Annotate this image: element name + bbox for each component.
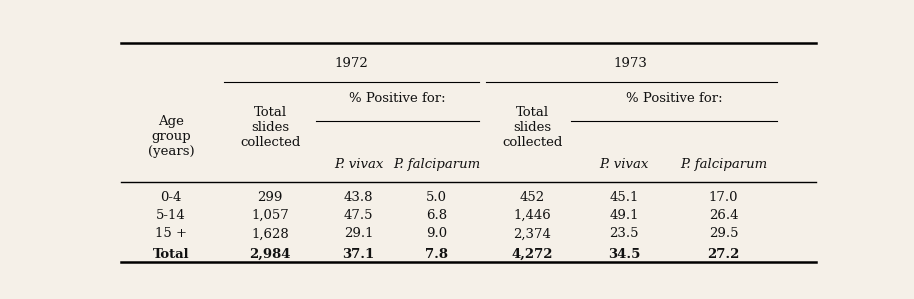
Text: 6.8: 6.8 bbox=[426, 209, 447, 222]
Text: 5-14: 5-14 bbox=[156, 209, 186, 222]
Text: 1,628: 1,628 bbox=[251, 227, 289, 240]
Text: 4,272: 4,272 bbox=[512, 248, 553, 261]
Text: Total: Total bbox=[153, 248, 189, 261]
Text: 37.1: 37.1 bbox=[343, 248, 375, 261]
Text: 49.1: 49.1 bbox=[610, 209, 639, 222]
Text: 1,446: 1,446 bbox=[514, 209, 551, 222]
Text: 7.8: 7.8 bbox=[425, 248, 448, 261]
Text: 43.8: 43.8 bbox=[344, 190, 374, 204]
Text: 26.4: 26.4 bbox=[708, 209, 739, 222]
Text: Total
slides
collected: Total slides collected bbox=[239, 106, 301, 150]
Text: 9.0: 9.0 bbox=[426, 227, 447, 240]
Text: 29.5: 29.5 bbox=[708, 227, 739, 240]
Text: P. vivax: P. vivax bbox=[600, 158, 649, 171]
Text: 2,984: 2,984 bbox=[250, 248, 291, 261]
Text: 15 +: 15 + bbox=[154, 227, 187, 240]
Text: % Positive for:: % Positive for: bbox=[625, 91, 722, 105]
Text: 5.0: 5.0 bbox=[426, 190, 447, 204]
Text: 47.5: 47.5 bbox=[344, 209, 374, 222]
Text: P. vivax: P. vivax bbox=[334, 158, 383, 171]
Text: 1972: 1972 bbox=[335, 57, 368, 70]
Text: 34.5: 34.5 bbox=[608, 248, 641, 261]
Text: 452: 452 bbox=[520, 190, 545, 204]
Text: 23.5: 23.5 bbox=[610, 227, 639, 240]
Text: 17.0: 17.0 bbox=[708, 190, 739, 204]
Text: 1,057: 1,057 bbox=[251, 209, 289, 222]
Text: 299: 299 bbox=[258, 190, 282, 204]
Text: Total
slides
collected: Total slides collected bbox=[502, 106, 562, 150]
Text: 45.1: 45.1 bbox=[610, 190, 639, 204]
Text: Age
group
(years): Age group (years) bbox=[147, 115, 195, 158]
Text: 2,374: 2,374 bbox=[514, 227, 551, 240]
Text: 1973: 1973 bbox=[613, 57, 647, 70]
Text: P. falciparum: P. falciparum bbox=[393, 158, 480, 171]
Text: 29.1: 29.1 bbox=[344, 227, 374, 240]
Text: % Positive for:: % Positive for: bbox=[349, 91, 446, 105]
Text: 0-4: 0-4 bbox=[160, 190, 182, 204]
Text: P. falciparum: P. falciparum bbox=[680, 158, 767, 171]
Text: 27.2: 27.2 bbox=[707, 248, 739, 261]
